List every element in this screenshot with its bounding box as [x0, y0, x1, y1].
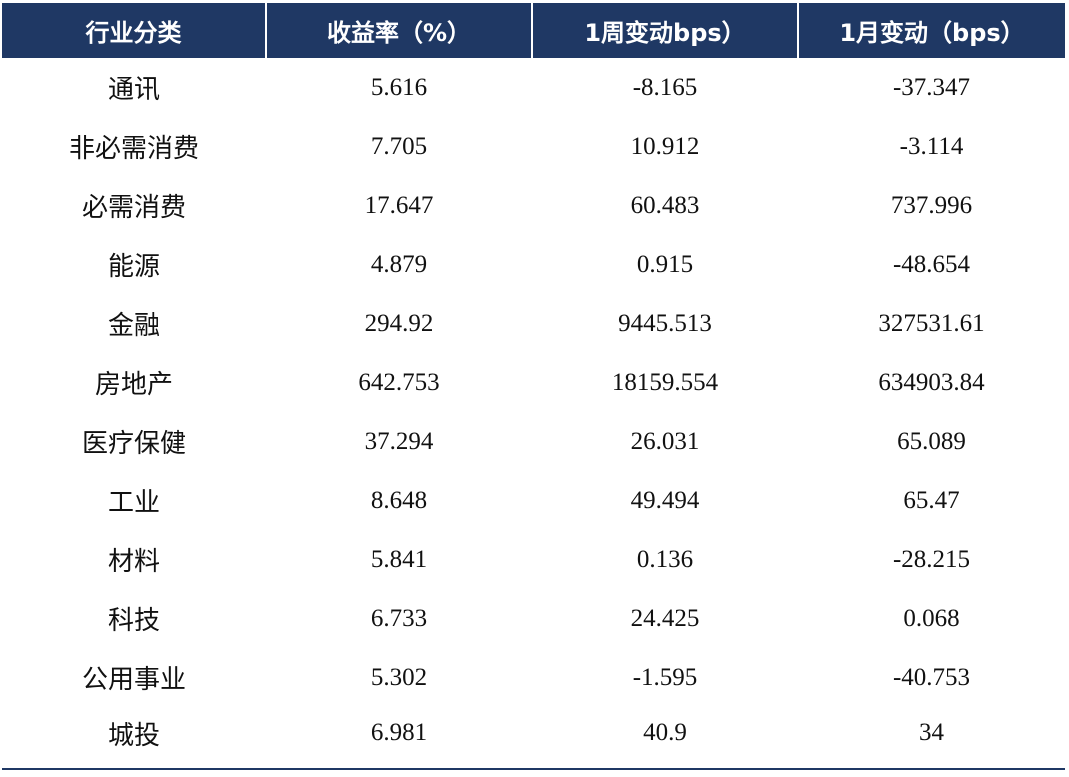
header-sector: 行业分类: [2, 3, 266, 58]
cell-1w-change: -1.595: [632, 663, 698, 691]
table-row: 医疗保健 37.294 26.031 65.089: [2, 412, 1065, 471]
header-1m-change: 1月变动（bps）: [797, 3, 1065, 58]
cell-sector: 材料: [107, 547, 160, 577]
cell-yield: 6.733: [370, 604, 428, 632]
cell-sector: 非必需消费: [68, 134, 199, 164]
cell-yield: 7.705: [370, 132, 428, 160]
sector-yield-table: 行业分类 收益率（%） 1周变动bps） 1月变动（bps） 通讯 5.616 -8…: [2, 3, 1065, 759]
cell-sector: 公用事业: [81, 665, 186, 695]
cell-yield: 37.294: [364, 427, 434, 455]
cell-yield: 6.981: [370, 719, 428, 746]
cell-1m-change: 327531.61: [878, 309, 985, 337]
cell-yield: 8.648: [370, 486, 428, 514]
table-row: 金融 294.92 9445.513 327531.61: [2, 294, 1065, 353]
bottom-rule: [2, 768, 1065, 770]
table-row: 工业 8.648 49.494 65.47: [2, 471, 1065, 530]
cell-sector: 医疗保健: [81, 429, 186, 459]
cell-1w-change: 24.425: [630, 604, 700, 632]
table-row: 必需消费 17.647 60.483 737.996: [2, 176, 1065, 235]
cell-1m-change: 0.068: [903, 604, 960, 632]
cell-sector: 科技: [107, 606, 160, 636]
cell-sector: 金融: [107, 311, 160, 341]
cell-1m-change: -48.654: [892, 250, 971, 278]
cell-sector: 工业: [107, 488, 160, 518]
table-row: 房地产 642.753 18159.554 634903.84: [2, 353, 1065, 412]
cell-1w-change: 49.494: [630, 486, 700, 514]
table-row: 通讯 5.616 -8.165 -37.347: [2, 58, 1065, 117]
cell-1w-change: 18159.554: [611, 368, 719, 396]
cell-1w-change: 0.136: [636, 545, 694, 573]
table-row: 材料 5.841 0.136 -28.215: [2, 530, 1065, 589]
table-row: 非必需消费 7.705 10.912 -3.114: [2, 117, 1065, 176]
table-body: 通讯 5.616 -8.165 -37.347 非必需消费 7.705 10.912 -3.1…: [2, 58, 1065, 759]
cell-1w-change: 0.915: [636, 250, 694, 278]
cell-sector: 城投: [107, 720, 160, 751]
cell-1w-change: 10.912: [630, 132, 700, 160]
cell-1w-change: 9445.513: [618, 309, 712, 337]
cell-sector: 能源: [107, 252, 160, 282]
table-row: 公用事业 5.302 -1.595 -40.753: [2, 648, 1065, 707]
cell-yield: 4.879: [370, 250, 428, 278]
cell-1m-change: -37.347: [892, 73, 971, 101]
sector-yield-table-container: 行业分类 收益率（%） 1周变动bps） 1月变动（bps） 通讯 5.616 -8…: [2, 3, 1065, 759]
cell-1m-change: 65.47: [903, 486, 960, 514]
cell-yield: 294.92: [364, 309, 434, 337]
cell-1w-change: 60.483: [630, 191, 700, 219]
cell-1m-change: 634903.84: [878, 368, 985, 396]
cell-sector: 通讯: [107, 75, 160, 105]
cell-1w-change: -8.165: [632, 73, 698, 101]
cell-1m-change: 65.089: [897, 427, 966, 455]
cell-sector: 必需消费: [81, 193, 186, 223]
cell-1m-change: -40.753: [892, 663, 971, 691]
header-1w-change: 1周变动bps）: [531, 3, 798, 58]
cell-1w-change: 40.9: [643, 719, 687, 746]
table-row: 城投 6.981 40.9 34: [2, 707, 1065, 759]
cell-sector: 房地产: [94, 370, 173, 400]
cell-1m-change: 737.996: [890, 191, 973, 219]
cell-1w-change: 26.031: [630, 427, 700, 455]
cell-1m-change: -3.114: [899, 132, 964, 160]
header-row: 行业分类 收益率（%） 1周变动bps） 1月变动（bps）: [2, 3, 1065, 58]
cell-yield: 642.753: [358, 368, 440, 396]
cell-yield: 5.841: [370, 545, 428, 573]
table-header: 行业分类 收益率（%） 1周变动bps） 1月变动（bps）: [2, 3, 1065, 58]
cell-yield: 5.616: [370, 73, 428, 101]
table-row: 科技 6.733 24.425 0.068: [2, 589, 1065, 648]
header-yield: 收益率（%）: [265, 3, 532, 58]
cell-1m-change: -28.215: [892, 545, 971, 573]
table-row: 能源 4.879 0.915 -48.654: [2, 235, 1065, 294]
cell-yield: 5.302: [370, 663, 428, 691]
cell-yield: 17.647: [364, 191, 434, 219]
cell-1m-change: 34: [919, 719, 944, 746]
